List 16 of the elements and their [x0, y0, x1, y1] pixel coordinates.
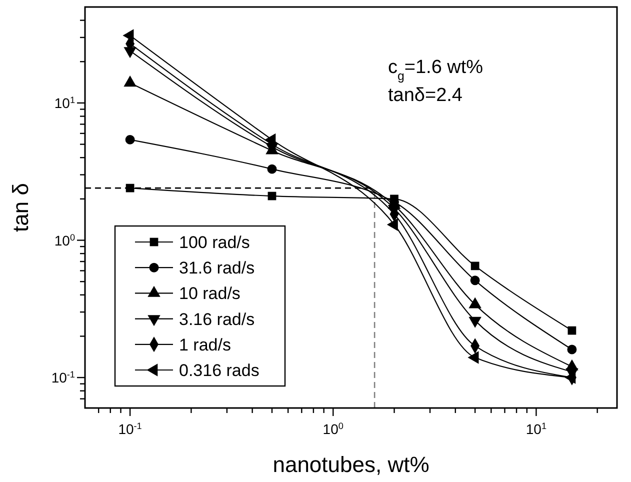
x-axis-title: nanotubes, wt% [272, 452, 430, 477]
annotation: tanδ=2.4 [388, 85, 463, 106]
y-tick-label: 10$^{-1}$ [51, 370, 75, 386]
x-tick-label: 10$^{1}$ [526, 421, 547, 437]
x-tick-label: 10$^{0}$ [322, 421, 344, 437]
legend-label: 31.6 rad/s [179, 258, 255, 278]
legend-label: 1 rad/s [179, 335, 231, 354]
y-tick-label: 10$^{0}$ [54, 232, 75, 248]
annotation: c$_{g}$=1.6 wt% [388, 57, 484, 83]
y-tick-label: 10$^{1}$ [54, 94, 75, 111]
legend-label: 0.316 rads [179, 361, 260, 380]
legend-label: 100 rad/s [179, 233, 250, 252]
legend-label: 3.16 rad/s [179, 310, 255, 329]
y-axis-title: tan δ [8, 183, 33, 232]
legend-label: 10 rad/s [179, 284, 240, 304]
x-tick-label: 10$^{-1}$ [118, 421, 142, 437]
